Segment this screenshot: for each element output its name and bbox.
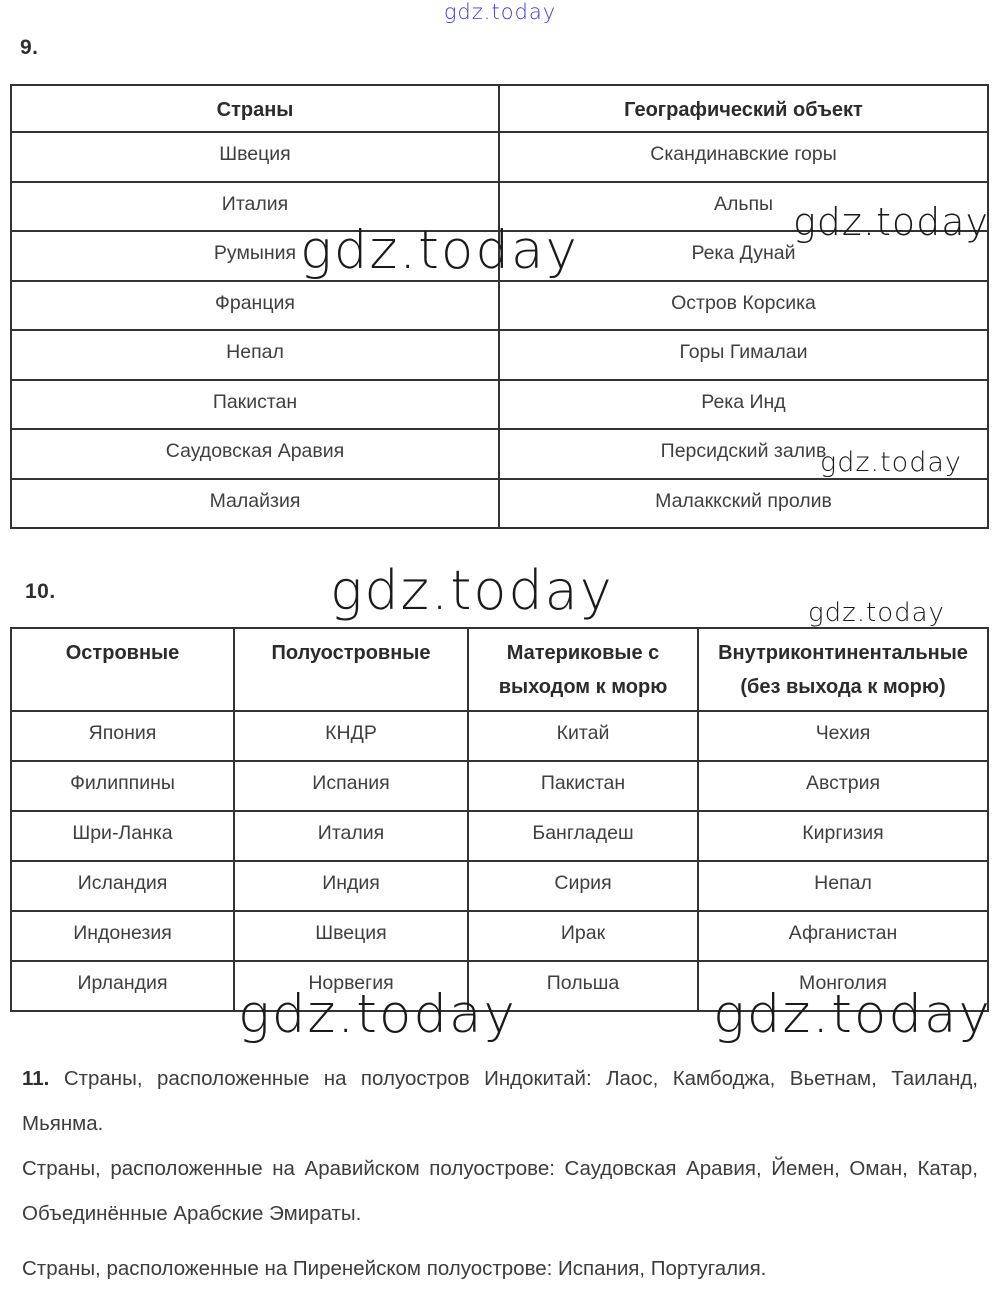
gdz-watermark-top: gdz.today: [443, 0, 557, 24]
table-row: Италия Альпы: [10, 180, 989, 232]
table-cell: Сирия: [467, 860, 699, 912]
table-cell: Индия: [233, 860, 469, 912]
table-row: Малайзия Малаккский пролив: [10, 477, 989, 529]
table-cell: Шри-Ланка: [10, 810, 235, 862]
column-header-island: Островные: [10, 627, 235, 712]
table-row: Исландия Индия Сирия Непал: [10, 860, 989, 912]
table-row: Шри-Ланка Италия Бангладеш Киргизия: [10, 810, 989, 862]
table-cell: Малайзия: [10, 477, 500, 529]
answer-11-number: 11.: [22, 1067, 50, 1090]
answer-11-paragraph-arabian: Страны, расположенные на Аравийском полу…: [22, 1146, 978, 1236]
table-row: Непал Горы Гималаи: [10, 329, 989, 381]
table-cell: Пакистан: [467, 760, 699, 812]
table-header-row: Страны Географический объект: [10, 84, 989, 133]
table-cell: Япония: [10, 710, 235, 762]
table-cell: Франция: [10, 279, 500, 331]
table-row: Франция Остров Корсика: [10, 279, 989, 331]
countries-objects-table: Страны Географический объект Швеция Скан…: [10, 84, 989, 529]
table-cell: Румыния: [10, 230, 500, 282]
table-row: Япония КНДР Китай Чехия: [10, 710, 989, 762]
column-header-countries: Страны: [10, 84, 500, 133]
table-cell: Непал: [697, 860, 989, 912]
table-row: Румыния Река Дунай: [10, 230, 989, 282]
table-cell: Река Инд: [498, 378, 989, 430]
table-row: Пакистан Река Инд: [10, 378, 989, 430]
table-cell: Непал: [10, 329, 500, 381]
table-cell: Пакистан: [10, 378, 500, 430]
table-cell: Италия: [233, 810, 469, 862]
gdz-watermark: gdz.today: [808, 598, 945, 628]
table-cell: Австрия: [697, 760, 989, 812]
table-cell: КНДР: [233, 710, 469, 762]
table-cell: Исландия: [10, 860, 235, 912]
table-row: Швеция Скандинавские горы: [10, 131, 989, 183]
table-row: Саудовская Аравия Персидский залив: [10, 428, 989, 480]
table-cell: Персидский залив: [498, 428, 989, 480]
table-header-row: Островные Полуостровные Материковые с вы…: [10, 627, 989, 712]
table-cell: Филиппины: [10, 760, 235, 812]
table-row: Индонезия Швеция Ирак Афганистан: [10, 910, 989, 962]
table-cell: Чехия: [697, 710, 989, 762]
table-cell: Горы Гималаи: [498, 329, 989, 381]
answer-iberian-text: Страны, расположенные на Пиренейском пол…: [22, 1257, 767, 1280]
column-header-peninsular: Полуостровные: [233, 627, 469, 712]
table-cell: Бангладеш: [467, 810, 699, 862]
table-cell: Швеция: [233, 910, 469, 962]
question-10-label: 10.: [25, 580, 56, 603]
table-cell: Скандинавские горы: [498, 131, 989, 183]
table-cell: Польша: [467, 960, 699, 1012]
table-cell: Афганистан: [697, 910, 989, 962]
table-cell: Норвегия: [233, 960, 469, 1012]
table-cell: Остров Корсика: [498, 279, 989, 331]
table-row: Филиппины Испания Пакистан Австрия: [10, 760, 989, 812]
table-cell: Монголия: [697, 960, 989, 1012]
answer-11-paragraph-iberian: Страны, расположенные на Пиренейском пол…: [22, 1246, 978, 1290]
country-types-table: Островные Полуостровные Материковые с вы…: [10, 627, 989, 1012]
table-cell: Швеция: [10, 131, 500, 183]
answer-11-paragraph-indochina: 11. Страны, расположенные на полуостров …: [22, 1056, 978, 1146]
table-row: Ирландия Норвегия Польша Монголия: [10, 960, 989, 1012]
table-cell: Италия: [10, 180, 500, 232]
column-header-mainland-sea: Материковые с выходом к морю: [467, 627, 699, 712]
table-cell: Саудовская Аравия: [10, 428, 500, 480]
column-header-landlocked: Внутриконтинентальные (без выхода к морю…: [697, 627, 989, 712]
question-9-label: 9.: [20, 36, 39, 59]
table-cell: Киргизия: [697, 810, 989, 862]
table-cell: Китай: [467, 710, 699, 762]
answer-arabian-text: Страны, расположенные на Аравийском полу…: [22, 1157, 978, 1225]
table-cell: Индонезия: [10, 910, 235, 962]
gdz-watermark: gdz.today: [330, 559, 614, 622]
table-cell: Ирландия: [10, 960, 235, 1012]
table-cell: Альпы: [498, 180, 989, 232]
column-header-geo-object: Географический объект: [498, 84, 989, 133]
table-cell: Ирак: [467, 910, 699, 962]
table-cell: Испания: [233, 760, 469, 812]
table-cell: Малаккский пролив: [498, 477, 989, 529]
table-cell: Река Дунай: [498, 230, 989, 282]
answer-11-text: Страны, расположенные на полуостров Индо…: [22, 1067, 978, 1135]
